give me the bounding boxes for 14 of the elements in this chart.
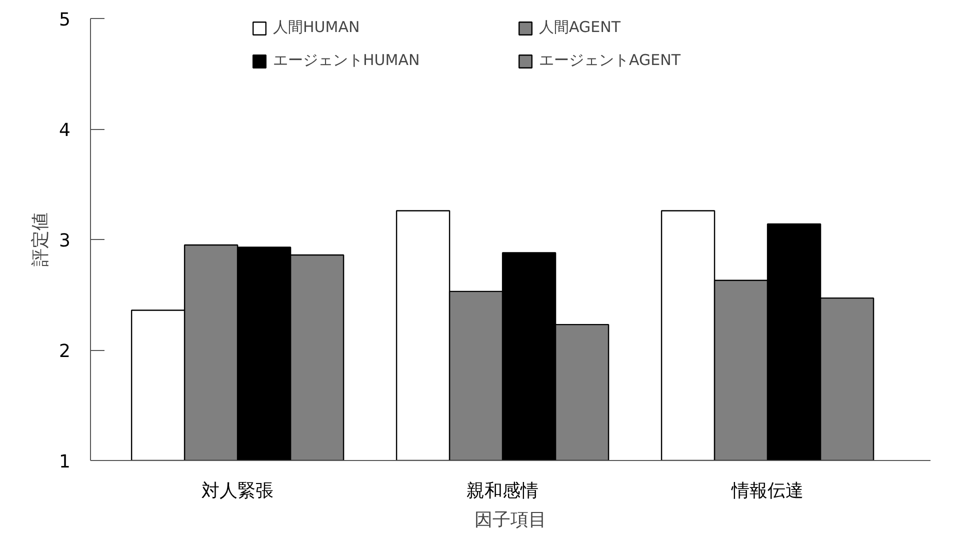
- y-axis-title: 評定値: [30, 212, 52, 266]
- x-tick-label: 対人緊張: [202, 480, 274, 502]
- y-tick-label: 4: [59, 120, 70, 141]
- x-tick-label: 情報伝達: [730, 480, 804, 502]
- legend-label: 人間HUMAN: [273, 18, 361, 37]
- x-axis-title: 因子項目: [474, 510, 546, 530]
- legend-label: エージェントHUMAN: [273, 51, 421, 70]
- y-tick-label: 5: [59, 10, 70, 30]
- legend-label: エージェントAGENT: [539, 51, 682, 70]
- y-tick-label: 1: [59, 452, 70, 472]
- y-tick-label: 2: [59, 341, 70, 362]
- x-tick-label: 親和感情: [466, 480, 539, 502]
- legend-label: 人間AGENT: [539, 18, 622, 37]
- y-tick-label: 3: [59, 230, 70, 252]
